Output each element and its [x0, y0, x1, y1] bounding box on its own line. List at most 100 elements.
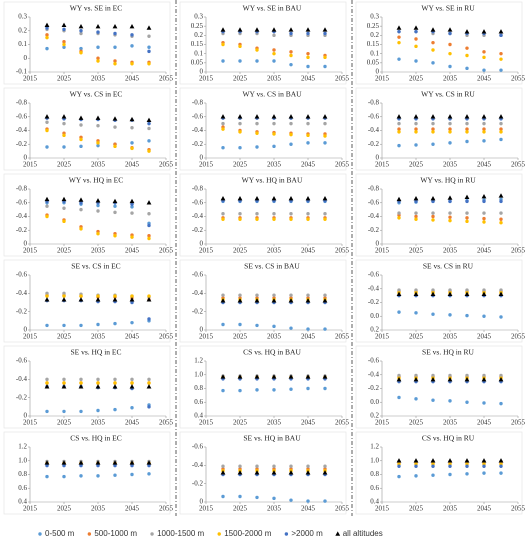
point [62, 409, 66, 414]
point [95, 24, 101, 29]
y-tick-label: -0.4 [192, 126, 204, 134]
point [62, 381, 66, 385]
x-tick-label: 2055 [159, 419, 174, 427]
point [289, 132, 293, 137]
point [288, 27, 294, 32]
y-tick-label: -0.2 [192, 226, 204, 234]
point [221, 59, 225, 63]
panel-title: SE vs. HQ in RU [422, 348, 474, 357]
point [44, 384, 50, 389]
x-tick-label: 2045 [477, 161, 492, 169]
point [96, 231, 100, 236]
point [431, 214, 435, 219]
point [499, 121, 503, 126]
point [96, 322, 100, 327]
x-tick-label: 2035 [443, 75, 458, 83]
point [430, 114, 436, 119]
x-tick-label: 2045 [125, 75, 140, 83]
legend-marker [217, 532, 221, 536]
y-tick-label: -0.4 [368, 370, 380, 378]
point [238, 145, 242, 150]
point [238, 322, 242, 327]
point [254, 196, 260, 201]
point [499, 401, 503, 406]
x-tick-label: 2015 [199, 161, 214, 169]
panel-frame [355, 1, 523, 85]
y-tick-label: 0.3 [370, 13, 379, 21]
point [95, 115, 101, 120]
y-tick-label: 1.2 [194, 357, 203, 365]
point [481, 29, 487, 34]
x-tick-label: 2055 [511, 161, 526, 169]
point [272, 217, 276, 221]
point [45, 377, 49, 382]
panel-frame [355, 87, 523, 171]
y-tick-label: -0.4 [16, 289, 28, 297]
point [397, 130, 401, 134]
x-tick-label: 2045 [301, 247, 316, 255]
point [465, 46, 469, 50]
point [146, 25, 152, 30]
point [45, 33, 49, 37]
point [482, 139, 486, 143]
point [147, 381, 151, 385]
point [482, 130, 486, 134]
point [44, 114, 50, 119]
point [272, 496, 276, 501]
point [498, 29, 504, 34]
point [482, 314, 486, 318]
legend-marker [38, 532, 42, 536]
point [130, 211, 134, 215]
panel-title: WY vs. SE in BAU [243, 4, 302, 13]
point [130, 205, 134, 209]
point [464, 29, 470, 34]
point [498, 193, 504, 198]
point [146, 384, 152, 389]
x-tick-label: 2015 [23, 333, 38, 341]
point [289, 50, 293, 54]
x-tick-label: 2045 [477, 419, 492, 427]
panel-title: WY vs. CS in EC [70, 90, 123, 99]
point [96, 123, 100, 128]
point [499, 33, 503, 38]
point [45, 120, 49, 124]
point [482, 464, 486, 468]
point [465, 199, 469, 204]
point [481, 291, 487, 297]
point [255, 323, 259, 328]
point [61, 22, 67, 28]
x-tick-label: 2025 [57, 161, 72, 169]
point [44, 460, 50, 465]
x-tick-label: 2025 [233, 247, 248, 255]
y-tick-label: -0.2 [192, 479, 204, 487]
panel: WY vs. SE in BAU 0 0.050.10.150.20.250.3 20… [179, 1, 350, 85]
point [431, 40, 435, 45]
point [254, 298, 260, 303]
point [482, 471, 486, 475]
panel-title: SE vs. CS in BAU [244, 262, 300, 271]
point [431, 121, 435, 126]
x-tick-label: 2045 [477, 247, 492, 255]
point [288, 470, 294, 475]
point [220, 374, 226, 379]
point [62, 145, 66, 149]
point [220, 114, 226, 119]
panel: CS vs. HQ in RU 0.4 0.6 0.8 1.0 1.2 2015 2025 20… [355, 431, 526, 515]
point [112, 116, 118, 121]
point [499, 288, 503, 292]
panel-title: SE vs. HQ in BAU [243, 434, 301, 443]
point [323, 293, 327, 297]
point [221, 121, 225, 126]
point [147, 121, 151, 126]
point [130, 300, 134, 305]
point [255, 59, 259, 63]
point [79, 46, 83, 51]
point [272, 293, 276, 297]
point [305, 114, 311, 119]
point [430, 196, 436, 201]
point [79, 137, 83, 142]
legend-label: 500-1000 m [94, 529, 137, 538]
point [465, 219, 469, 224]
